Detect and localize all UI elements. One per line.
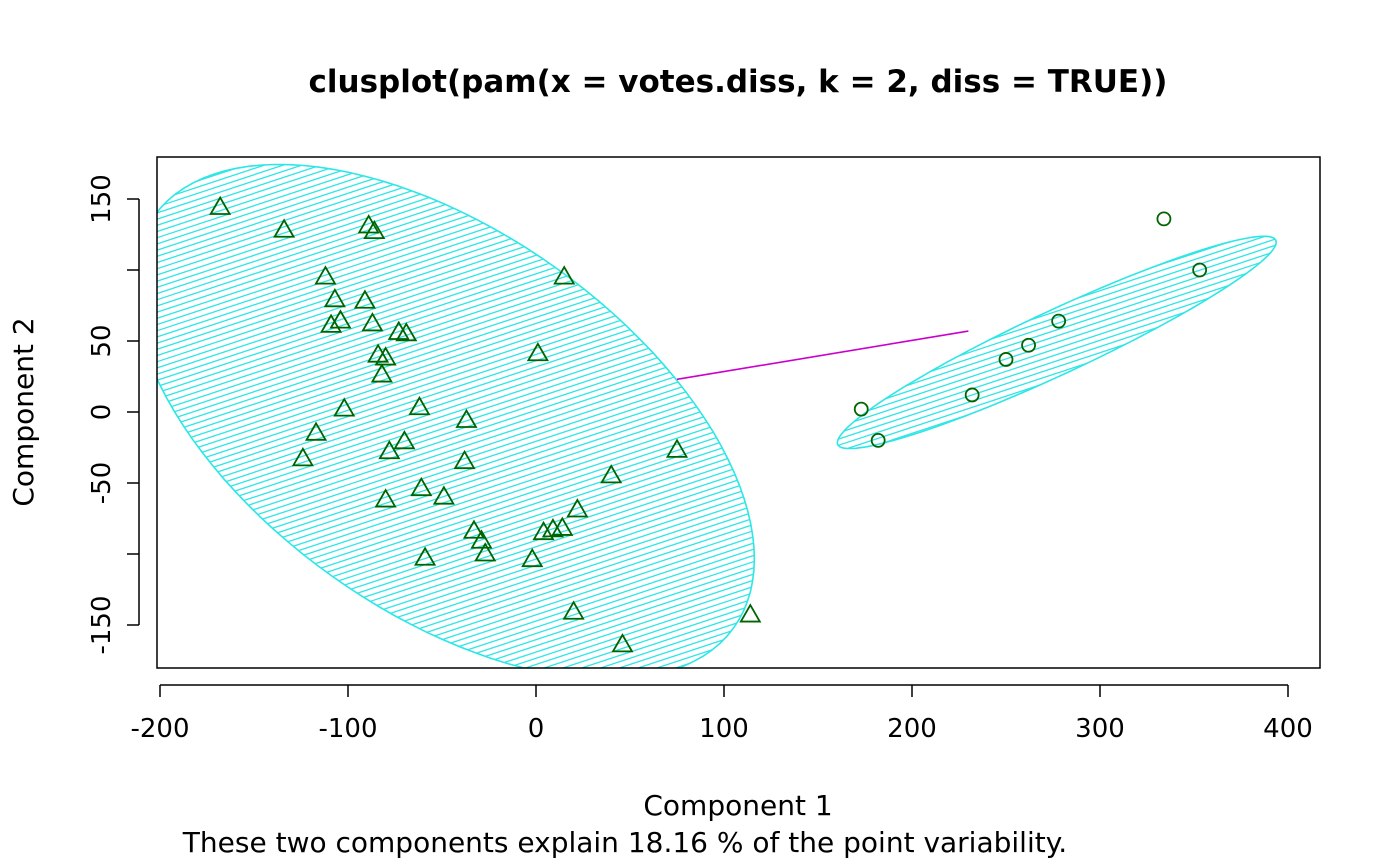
x-tick-label: 100 (699, 714, 749, 744)
triangle-point (314, 265, 337, 285)
circle-point (1021, 337, 1036, 353)
circle-point (870, 432, 886, 448)
triangle-point (553, 265, 576, 285)
triangle-point (374, 488, 397, 508)
circle-point (1156, 211, 1172, 227)
triangle-point (470, 529, 493, 549)
triangle-point (333, 397, 356, 417)
triangle-point (600, 464, 623, 484)
triangle-point (374, 346, 397, 366)
triangle-point (521, 547, 544, 568)
triangle-point (566, 498, 589, 518)
circle-point (964, 387, 980, 403)
triangle-point (363, 219, 386, 240)
triangle-point (408, 395, 431, 416)
y-axis-label: Component 2 (7, 317, 40, 506)
triangle-point (474, 542, 497, 562)
x-tick-label: 400 (1263, 714, 1313, 744)
triangle-point (209, 195, 232, 215)
triangle-point (393, 430, 416, 450)
y-tick-label: -50 (87, 462, 117, 504)
triangle-point (455, 408, 478, 428)
cluster-ellipse (157, 163, 756, 668)
triangle-point (611, 633, 634, 653)
triangle-point (526, 341, 549, 362)
triangle-point (273, 218, 296, 238)
ellipse-shading (157, 164, 755, 668)
x-tick-label: 0 (528, 714, 545, 744)
chart-subtitle: These two components explain 18.16 % of … (182, 826, 1067, 859)
circle-point (853, 401, 869, 417)
x-axis-label: Component 1 (643, 789, 832, 822)
triangle-point (462, 519, 486, 539)
chart-title: clusplot(pam(x = votes.diss, k = 2, diss… (309, 64, 1168, 100)
triangle-point (378, 439, 401, 460)
triangle-point (323, 288, 346, 308)
plot-frame (156, 156, 1321, 669)
triangle-point (410, 476, 433, 497)
triangle-point (329, 309, 352, 329)
triangle-point (361, 312, 384, 332)
y-tick-label: 150 (87, 174, 117, 224)
cluster-distance-line (676, 330, 969, 381)
triangle-point (353, 289, 376, 309)
x-tick-label: 200 (887, 714, 937, 744)
y-tick-label: 50 (87, 324, 117, 357)
triangle-point (370, 363, 393, 383)
y-tick-label: -150 (87, 595, 117, 654)
triangle-point (320, 313, 343, 333)
x-tick-label: -200 (130, 714, 189, 744)
x-tick-label: -100 (318, 714, 377, 744)
triangle-point (551, 516, 574, 536)
y-tick-label: 0 (87, 404, 117, 421)
triangle-point (304, 421, 328, 441)
circle-point (1051, 313, 1067, 329)
triangle-point (453, 449, 476, 470)
triangle-point (432, 485, 455, 505)
triangle-point (414, 546, 437, 566)
y-axis: -150 -50 0 50 150 (87, 174, 140, 655)
triangle-point (562, 600, 585, 620)
triangle-point (532, 520, 555, 541)
circle-point (998, 352, 1014, 367)
circle-point (1192, 262, 1208, 278)
x-tick-label: 300 (1075, 714, 1125, 744)
cluster-ellipse (836, 235, 1278, 450)
triangle-point (395, 322, 418, 342)
triangle-point (387, 320, 410, 340)
data-points (209, 195, 1208, 653)
triangle-point (291, 447, 314, 467)
triangle-point (739, 603, 762, 623)
x-axis: -200 -100 0 100 200 300 400 (130, 684, 1313, 744)
cluster-link (676, 330, 969, 381)
triangle-point (665, 438, 689, 458)
